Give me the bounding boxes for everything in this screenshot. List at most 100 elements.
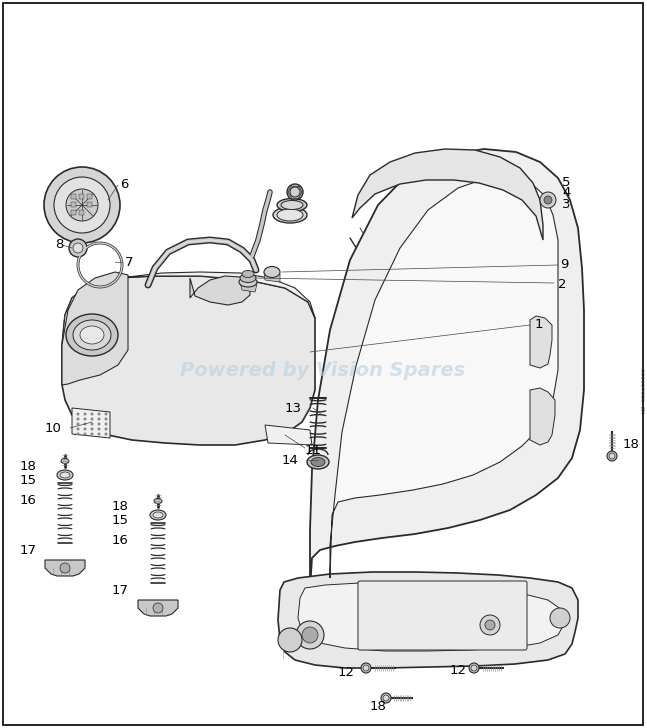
Ellipse shape	[287, 184, 303, 200]
Text: 6: 6	[120, 178, 128, 191]
Polygon shape	[45, 560, 85, 576]
Circle shape	[540, 192, 556, 208]
Circle shape	[302, 627, 318, 643]
Ellipse shape	[61, 459, 69, 464]
FancyBboxPatch shape	[71, 210, 76, 215]
Polygon shape	[62, 272, 315, 385]
Text: 17: 17	[112, 584, 129, 596]
Text: 18: 18	[370, 700, 387, 713]
Circle shape	[91, 417, 94, 421]
Text: 2: 2	[558, 279, 567, 291]
Polygon shape	[530, 316, 552, 368]
Ellipse shape	[264, 266, 280, 277]
Circle shape	[76, 432, 80, 435]
Polygon shape	[264, 272, 280, 282]
Circle shape	[91, 413, 94, 416]
Ellipse shape	[363, 665, 369, 671]
Circle shape	[98, 413, 100, 416]
Polygon shape	[298, 583, 564, 651]
Ellipse shape	[73, 320, 111, 350]
Text: 5: 5	[562, 175, 571, 189]
Circle shape	[105, 417, 107, 421]
Text: 14: 14	[282, 454, 299, 467]
Text: 1: 1	[535, 319, 543, 331]
Ellipse shape	[277, 209, 303, 221]
Polygon shape	[352, 149, 543, 240]
Circle shape	[98, 432, 100, 435]
Ellipse shape	[307, 455, 329, 469]
Ellipse shape	[80, 326, 104, 344]
Ellipse shape	[311, 457, 325, 467]
Ellipse shape	[471, 665, 477, 671]
Ellipse shape	[57, 470, 73, 480]
Circle shape	[83, 432, 87, 435]
Ellipse shape	[60, 472, 70, 478]
Text: 17: 17	[20, 544, 37, 556]
Circle shape	[76, 422, 80, 425]
Text: 18: 18	[20, 461, 37, 473]
Circle shape	[105, 413, 107, 416]
Circle shape	[76, 427, 80, 430]
Text: Powered by Vision Spares: Powered by Vision Spares	[181, 360, 466, 379]
Ellipse shape	[607, 451, 617, 461]
Ellipse shape	[242, 271, 254, 277]
Circle shape	[73, 243, 83, 253]
Text: 16: 16	[112, 534, 129, 547]
Polygon shape	[72, 408, 110, 438]
Polygon shape	[530, 388, 555, 445]
Circle shape	[544, 196, 552, 204]
Circle shape	[83, 413, 87, 416]
Ellipse shape	[240, 274, 256, 282]
Circle shape	[60, 563, 70, 573]
Text: 0000ET005 ZM: 0000ET005 ZM	[639, 368, 644, 413]
Ellipse shape	[290, 187, 300, 197]
Text: 18: 18	[623, 438, 640, 451]
Ellipse shape	[381, 693, 391, 703]
Text: 12: 12	[450, 663, 467, 676]
Ellipse shape	[609, 453, 615, 459]
Circle shape	[66, 189, 98, 221]
FancyBboxPatch shape	[79, 210, 84, 215]
Circle shape	[105, 427, 107, 430]
Text: 7: 7	[125, 256, 133, 269]
FancyBboxPatch shape	[87, 202, 92, 207]
Circle shape	[485, 620, 495, 630]
Polygon shape	[265, 425, 312, 445]
Text: 18: 18	[112, 501, 129, 513]
Circle shape	[480, 615, 500, 635]
Circle shape	[105, 422, 107, 425]
Ellipse shape	[383, 695, 389, 701]
FancyBboxPatch shape	[87, 194, 92, 199]
Circle shape	[105, 432, 107, 435]
Circle shape	[98, 427, 100, 430]
Circle shape	[278, 628, 302, 652]
Circle shape	[91, 422, 94, 425]
Ellipse shape	[239, 277, 257, 287]
Text: 15: 15	[112, 513, 129, 526]
Text: 11: 11	[305, 443, 322, 456]
Circle shape	[54, 177, 110, 233]
Ellipse shape	[153, 512, 163, 518]
Text: 9: 9	[560, 258, 568, 272]
FancyBboxPatch shape	[71, 202, 76, 207]
Ellipse shape	[273, 207, 307, 223]
Circle shape	[83, 427, 87, 430]
Text: 15: 15	[20, 473, 37, 486]
Text: 13: 13	[285, 402, 302, 414]
Polygon shape	[62, 272, 128, 385]
Text: 4: 4	[562, 186, 571, 199]
Text: 3: 3	[562, 197, 571, 210]
Circle shape	[91, 432, 94, 435]
Ellipse shape	[150, 510, 166, 520]
Text: 8: 8	[55, 239, 63, 251]
Circle shape	[98, 422, 100, 425]
Ellipse shape	[66, 314, 118, 356]
Polygon shape	[240, 282, 257, 292]
Polygon shape	[330, 177, 558, 578]
Text: 12: 12	[338, 665, 355, 678]
Ellipse shape	[277, 199, 307, 212]
Text: 10: 10	[45, 422, 62, 435]
Circle shape	[83, 422, 87, 425]
Ellipse shape	[361, 663, 371, 673]
Ellipse shape	[154, 499, 162, 504]
